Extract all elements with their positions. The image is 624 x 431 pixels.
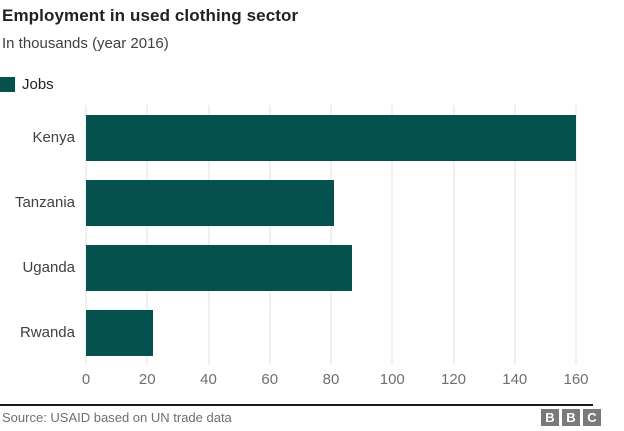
bar — [86, 309, 154, 356]
category-label: Tanzania — [14, 194, 75, 211]
gridline — [391, 105, 393, 365]
bar-chart: Kenya Tanzania Uganda Rwanda 0 20 40 60 80 100 12… — [0, 105, 624, 405]
bbc-logo-letter: C — [583, 409, 601, 426]
x-tick-label: 100 — [379, 371, 405, 388]
x-tick-label: 120 — [440, 371, 467, 388]
legend: Jobs — [0, 76, 54, 93]
bbc-logo-letter: B — [541, 409, 559, 426]
legend-label: Jobs — [22, 76, 54, 93]
footer-divider — [0, 404, 593, 406]
gridline — [269, 105, 271, 365]
table-row: Tanzania — [0, 170, 624, 235]
x-tick-label: 0 — [81, 371, 91, 388]
category-label: Rwanda — [19, 324, 75, 341]
x-axis: 0 20 40 60 80 100 120 140 160 — [82, 371, 589, 391]
bar-track — [86, 244, 576, 291]
category-label: Uganda — [22, 259, 75, 276]
gridline — [330, 105, 332, 365]
bar-rows: Kenya Tanzania Uganda Rwanda — [0, 105, 624, 365]
x-tick-label: 160 — [563, 371, 589, 388]
source-attribution: Source: USAID based on UN trade data — [2, 410, 232, 425]
bar-track — [86, 309, 576, 356]
x-tick-label: 140 — [502, 371, 528, 388]
x-tick-label: 80 — [322, 371, 340, 388]
gridline — [208, 105, 209, 365]
bar — [86, 179, 335, 226]
chart-subtitle: In thousands (year 2016) — [2, 35, 169, 52]
gridline — [453, 105, 454, 365]
bar — [86, 244, 353, 291]
x-tick-label: 20 — [138, 371, 156, 388]
bar-track — [86, 114, 576, 161]
bar — [86, 114, 576, 161]
gridline — [85, 105, 87, 365]
x-tick-label: 40 — [200, 371, 217, 388]
table-row: Rwanda — [0, 300, 624, 365]
x-tick-label: 60 — [261, 371, 279, 388]
category-label: Kenya — [32, 129, 75, 146]
legend-swatch-icon — [0, 77, 15, 92]
bbc-logo-letter: B — [562, 409, 580, 426]
grid-layer — [85, 105, 577, 365]
bar-track — [86, 179, 576, 226]
chart-title: Employment in used clothing sector — [2, 6, 299, 25]
table-row: Kenya — [0, 105, 624, 170]
gridline — [514, 105, 516, 365]
table-row: Uganda — [0, 235, 624, 300]
gridline — [146, 105, 148, 365]
gridline — [575, 105, 577, 365]
